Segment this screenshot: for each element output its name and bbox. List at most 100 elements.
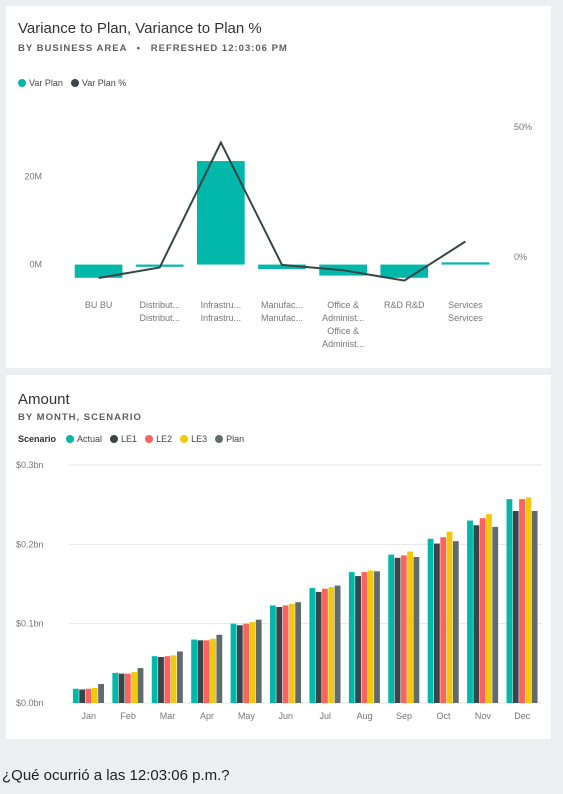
subtitle-refreshed: REFRESHED 12:03:06 PM — [150, 43, 288, 54]
var-plan-bar-0 — [74, 264, 123, 278]
bar-actual-may — [230, 623, 237, 703]
bar-plan-jun — [295, 602, 302, 703]
bar-actual-apr — [191, 639, 197, 703]
legend-item-le2[interactable]: LE2 — [145, 434, 172, 444]
bar-le3-may — [249, 622, 256, 703]
variance-combo-chart: 20M 0M 50% 0% BU BU Distribut... Distribut... I… — [24, 122, 532, 349]
x-month-label-11: Dec — [514, 711, 531, 721]
legend-dot-le2 — [145, 435, 154, 443]
legend-item-actual[interactable]: Actual — [66, 434, 102, 444]
bar-plan-jul — [334, 585, 341, 703]
bar-le3-jan — [91, 687, 98, 703]
bar-le3-sep — [407, 551, 414, 703]
bar-le3-mar — [170, 655, 177, 703]
bar-le3-nov — [486, 514, 492, 703]
x-category-label-5-0: R&D R&D — [384, 300, 425, 310]
y-tick-label-0: $0.3bn — [16, 460, 44, 470]
bar-plan-apr — [216, 634, 223, 703]
legend-item-plan[interactable]: Plan — [215, 434, 244, 444]
bar-plan-dec — [531, 511, 538, 703]
bar-actual-aug — [348, 572, 355, 703]
y-left-tick-label-1: 0M — [29, 260, 42, 270]
bar-le1-jan — [79, 689, 86, 703]
legend-label-actual: Actual — [77, 434, 103, 444]
x-category-label-2-0: Infrastru... — [201, 300, 242, 310]
x-category-label-6-0: Services — [448, 300, 483, 310]
legend-dot-var-plan — [18, 79, 26, 87]
subtitle-separator: • — [136, 43, 142, 54]
legend-dot-plan — [215, 435, 224, 443]
x-category-label-3-1: Manufac... — [261, 313, 303, 323]
bar-le1-may — [236, 625, 243, 703]
var-plan-pct-line — [98, 140, 466, 282]
bar-actual-sep — [388, 554, 395, 703]
bar-plan-nov — [492, 526, 499, 703]
var-plan-bar-2 — [197, 161, 245, 265]
var-plan-bar-3 — [258, 264, 306, 269]
bar-le1-dec — [512, 511, 519, 703]
bar-actual-nov — [467, 520, 473, 703]
legend-dot-actual — [66, 435, 75, 443]
x-month-label-8: Sep — [396, 711, 412, 721]
bar-le2-dec — [519, 499, 525, 703]
y-left-tick-label-0: 20M — [24, 171, 42, 181]
x-category-label-1-1: Distribut... — [139, 313, 180, 323]
bar-le3-jun — [288, 603, 295, 703]
y-right-tick-label-1: 0% — [514, 252, 527, 262]
bar-le3-oct — [446, 531, 453, 703]
x-month-label-10: Nov — [475, 711, 492, 721]
x-category-label-6-1: Services — [448, 313, 483, 323]
x-category-label-4-3: Administ... — [322, 339, 364, 349]
y-tick-label-3: $0.0bn — [16, 698, 44, 708]
x-month-label-6: Jul — [319, 711, 331, 721]
bar-le2-feb — [124, 673, 131, 703]
bar-actual-feb — [112, 672, 119, 703]
bar-le1-apr — [197, 640, 204, 703]
legend-item-le1[interactable]: LE1 — [110, 434, 137, 444]
bar-le3-jul — [328, 587, 335, 703]
bar-le1-mar — [158, 656, 164, 703]
bar-actual-oct — [427, 538, 434, 703]
x-category-label-0-0: BU BU — [85, 300, 113, 310]
bar-plan-feb — [137, 668, 144, 703]
bar-actual-jun — [270, 605, 276, 703]
legend-dot-le1 — [110, 435, 119, 443]
x-month-label-7: Aug — [357, 711, 373, 721]
x-category-label-2-1: Infrastru... — [201, 313, 242, 323]
bar-le1-feb — [118, 673, 125, 703]
bar-le1-jun — [276, 607, 283, 703]
x-month-label-3: Apr — [200, 711, 214, 721]
bar-plan-aug — [374, 571, 380, 703]
bar-plan-jan — [98, 683, 104, 703]
bar-le3-apr — [210, 638, 216, 703]
bar-plan-may — [255, 619, 262, 703]
bar-le1-aug — [355, 576, 361, 703]
bar-plan-oct — [452, 541, 459, 703]
bar-le3-aug — [367, 570, 374, 703]
variance-chart-card: Variance to Plan, Variance to Plan % BY … — [6, 6, 551, 368]
bar-le3-feb — [131, 672, 138, 703]
variance-chart-title: Variance to Plan, Variance to Plan % — [18, 20, 262, 37]
legend-item-le3[interactable]: LE3 — [180, 434, 207, 444]
bar-plan-mar — [177, 651, 183, 703]
x-month-label-9: Oct — [436, 711, 451, 721]
legend-item-var-plan-pct[interactable]: Var Plan % — [70, 78, 126, 88]
bar-le2-jul — [322, 588, 328, 703]
x-category-label-1-0: Distribut... — [139, 300, 180, 310]
bar-actual-mar — [151, 656, 158, 703]
legend-title: Scenario — [18, 434, 57, 444]
bar-le1-oct — [433, 543, 440, 703]
bar-le2-aug — [361, 572, 368, 703]
bar-le2-mar — [164, 656, 171, 703]
bar-actual-dec — [506, 499, 513, 703]
legend-label-le2: LE2 — [156, 434, 173, 444]
scenario-legend: Scenario Actual LE1 LE2 LE3 Plan — [18, 434, 244, 444]
y-right-tick-label-0: 50% — [514, 122, 532, 132]
y-tick-label-2: $0.1bn — [16, 619, 44, 629]
bar-actual-jul — [309, 587, 316, 703]
x-month-label-5: Jun — [279, 711, 294, 721]
legend-item-var-plan[interactable]: Var Plan — [18, 78, 63, 88]
legend-dot-le3 — [180, 435, 189, 443]
bar-le1-sep — [394, 557, 401, 703]
amount-bar-chart: $0.3bn $0.2bn $0.1bn $0.0bn Jan Feb Mar Apr May J… — [16, 460, 542, 721]
